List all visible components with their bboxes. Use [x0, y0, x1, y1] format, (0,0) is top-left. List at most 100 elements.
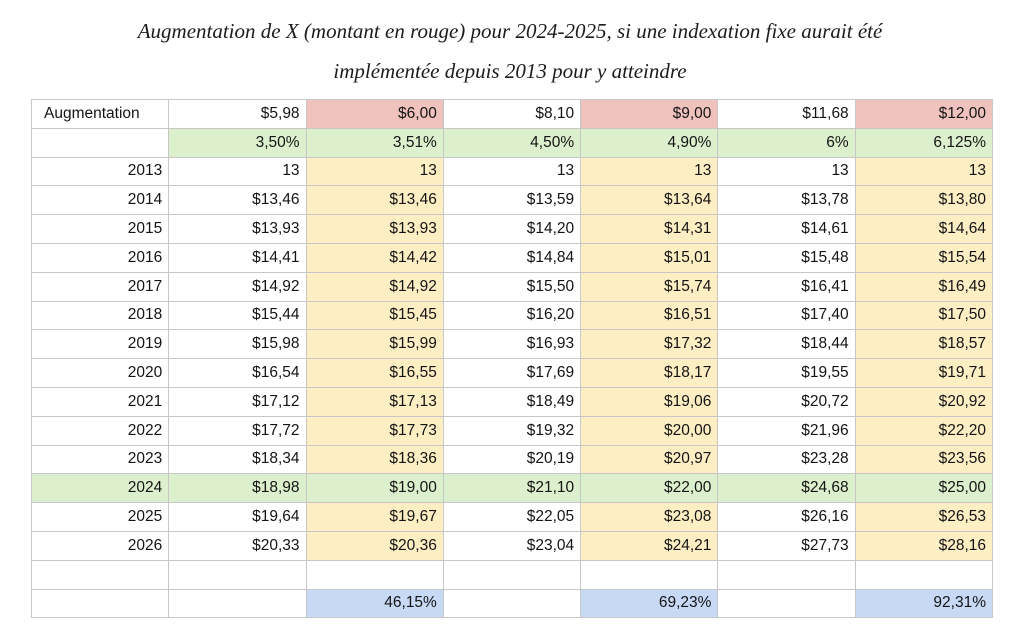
year-row-2019-cell-6: $18,57	[854, 329, 994, 360]
year-row-2015-cell-2: $13,93	[305, 214, 444, 244]
year-row-2022-cell-5: $21,96	[717, 415, 856, 446]
year-row-2013-cell-5: 13	[717, 156, 856, 187]
cumulative-row-cell-6: 92,31%	[854, 588, 994, 619]
year-row-2013-cell-2: 13	[305, 156, 444, 187]
year-row-2013: 2013 13 13 13 13 13 13	[30, 156, 994, 187]
year-row-2014-cell-0: 2014	[30, 185, 170, 216]
rate-row-cell-4: 4,90%	[580, 127, 719, 158]
year-row-2019-cell-0: 2019	[30, 329, 170, 360]
year-row-2016-cell-4: $15,01	[580, 242, 719, 273]
year-row-2024-cell-0: 2024	[30, 473, 170, 504]
rate-row-cell-2: 3,51%	[305, 127, 444, 158]
year-row-2026-cell-5: $27,73	[717, 530, 856, 561]
year-row-2020-cell-6: $19,71	[854, 358, 994, 388]
year-row-2016-cell-3: $14,84	[442, 242, 582, 273]
year-row-2017: 2017 $14,92 $14,92 $15,50 $15,74 $16,41 $16,49	[30, 271, 994, 302]
year-row-2021-cell-0: 2021	[30, 386, 170, 417]
year-row-2025-cell-4: $23,08	[580, 502, 719, 532]
year-row-2022-cell-4: $20,00	[580, 415, 719, 446]
page-title: Augmentation de X (montant en rouge) pou…	[0, 11, 1020, 91]
year-row-2020-cell-3: $17,69	[442, 358, 582, 388]
year-row-2022-cell-3: $19,32	[442, 415, 582, 446]
year-row-2023-cell-6: $23,56	[854, 444, 994, 475]
year-row-2018-cell-0: 2018	[30, 300, 170, 331]
year-row-2025: 2025 $19,64 $19,67 $22,05 $23,08 $26,16 $26,53	[30, 502, 994, 532]
year-row-2017-cell-3: $15,50	[442, 271, 582, 302]
year-row-2020-cell-5: $19,55	[717, 358, 856, 388]
year-row-2020-cell-4: $18,17	[580, 358, 719, 388]
year-row-2023-cell-1: $18,34	[168, 444, 307, 475]
rate-row-cell-5: 6%	[717, 127, 856, 158]
year-row-2018: 2018 $15,44 $15,45 $16,20 $16,51 $17,40 $17,50	[30, 300, 994, 331]
year-row-2014-cell-2: $13,46	[305, 185, 444, 216]
augmentation-header-row-cell-1: $5,98	[168, 99, 307, 129]
year-row-2021-cell-1: $17,12	[168, 386, 307, 417]
year-row-2019-cell-4: $17,32	[580, 329, 719, 360]
year-row-2026: 2026 $20,33 $20,36 $23,04 $24,21 $27,73 $28,16	[30, 530, 994, 561]
year-row-2023-cell-5: $23,28	[717, 444, 856, 475]
year-row-2013-cell-0: 2013	[30, 156, 170, 187]
spreadsheet-canvas: { "title": { "line1": "Augmentation de X…	[0, 11, 1020, 636]
cumulative-row-cell-4: 69,23%	[580, 588, 719, 619]
year-row-2018-cell-4: $16,51	[580, 300, 719, 331]
year-row-2014: 2014 $13,46 $13,46 $13,59 $13,64 $13,78 $13,80	[30, 185, 994, 216]
year-row-2018-cell-1: $15,44	[168, 300, 307, 331]
year-row-2018-cell-3: $16,20	[442, 300, 582, 331]
spacer-row	[30, 559, 994, 590]
year-row-2014-cell-1: $13,46	[168, 185, 307, 216]
year-row-2022-cell-0: 2022	[30, 415, 170, 446]
year-row-2015-cell-0: 2015	[30, 214, 170, 244]
cumulative-row-cell-2: 46,15%	[305, 588, 444, 619]
year-row-2013-cell-3: 13	[442, 156, 582, 187]
spacer-row-cell-3	[442, 559, 582, 590]
spacer-row-cell-0	[30, 559, 170, 590]
year-row-2025-cell-6: $26,53	[854, 502, 994, 532]
year-row-2024-cell-2: $19,00	[305, 473, 444, 504]
year-row-2022-cell-1: $17,72	[168, 415, 307, 446]
augmentation-header-row-cell-0: Augmentation	[30, 99, 170, 129]
year-row-2021-cell-3: $18,49	[442, 386, 582, 417]
year-row-2024-cell-5: $24,68	[717, 473, 856, 504]
spacer-row-cell-4	[580, 559, 719, 590]
year-row-2017-cell-4: $15,74	[580, 271, 719, 302]
year-row-2016-cell-1: $14,41	[168, 242, 307, 273]
augmentation-header-row-cell-6: $12,00	[854, 99, 994, 129]
cumulative-row-cell-3	[442, 588, 582, 619]
rate-row-cell-6: 6,125%	[854, 127, 994, 158]
augmentation-header-row-cell-4: $9,00	[580, 99, 719, 129]
year-row-2021-cell-2: $17,13	[305, 386, 444, 417]
year-row-2021-cell-6: $20,92	[854, 386, 994, 417]
year-row-2019-cell-5: $18,44	[717, 329, 856, 360]
year-row-2026-cell-4: $24,21	[580, 530, 719, 561]
year-row-2017-cell-5: $16,41	[717, 271, 856, 302]
year-row-2016-cell-6: $15,54	[854, 242, 994, 273]
year-row-2020: 2020 $16,54 $16,55 $17,69 $18,17 $19,55 $19,71	[30, 358, 994, 388]
year-row-2025-cell-1: $19,64	[168, 502, 307, 532]
year-row-2026-cell-2: $20,36	[305, 530, 444, 561]
year-row-2015-cell-5: $14,61	[717, 214, 856, 244]
rate-row-cell-3: 4,50%	[442, 127, 582, 158]
year-row-2020-cell-0: 2020	[30, 358, 170, 388]
year-row-2013-cell-4: 13	[580, 156, 719, 187]
year-row-2018-cell-6: $17,50	[854, 300, 994, 331]
year-row-2015-cell-3: $14,20	[442, 214, 582, 244]
rate-row-cell-0	[30, 127, 170, 158]
year-row-2023: 2023 $18,34 $18,36 $20,19 $20,97 $23,28 $23,56	[30, 444, 994, 475]
cumulative-row-cell-0	[30, 588, 170, 619]
year-row-2019-cell-3: $16,93	[442, 329, 582, 360]
rate-row-cell-1: 3,50%	[168, 127, 307, 158]
year-row-2024-cell-3: $21,10	[442, 473, 582, 504]
year-row-2022-cell-2: $17,73	[305, 415, 444, 446]
cumulative-row-cell-1	[168, 588, 307, 619]
year-row-2014-cell-6: $13,80	[854, 185, 994, 216]
year-row-2015-cell-6: $14,64	[854, 214, 994, 244]
year-row-2025-cell-2: $19,67	[305, 502, 444, 532]
cumulative-row-cell-5	[717, 588, 856, 619]
year-row-2016-cell-2: $14,42	[305, 242, 444, 273]
augmentation-header-row: Augmentation $5,98 $6,00 $8,10 $9,00 $11,68 $1…	[30, 99, 994, 129]
year-row-2014-cell-5: $13,78	[717, 185, 856, 216]
year-row-2025-cell-0: 2025	[30, 502, 170, 532]
year-row-2015-cell-4: $14,31	[580, 214, 719, 244]
year-row-2022: 2022 $17,72 $17,73 $19,32 $20,00 $21,96 $22,20	[30, 415, 994, 446]
year-row-2015-cell-1: $13,93	[168, 214, 307, 244]
